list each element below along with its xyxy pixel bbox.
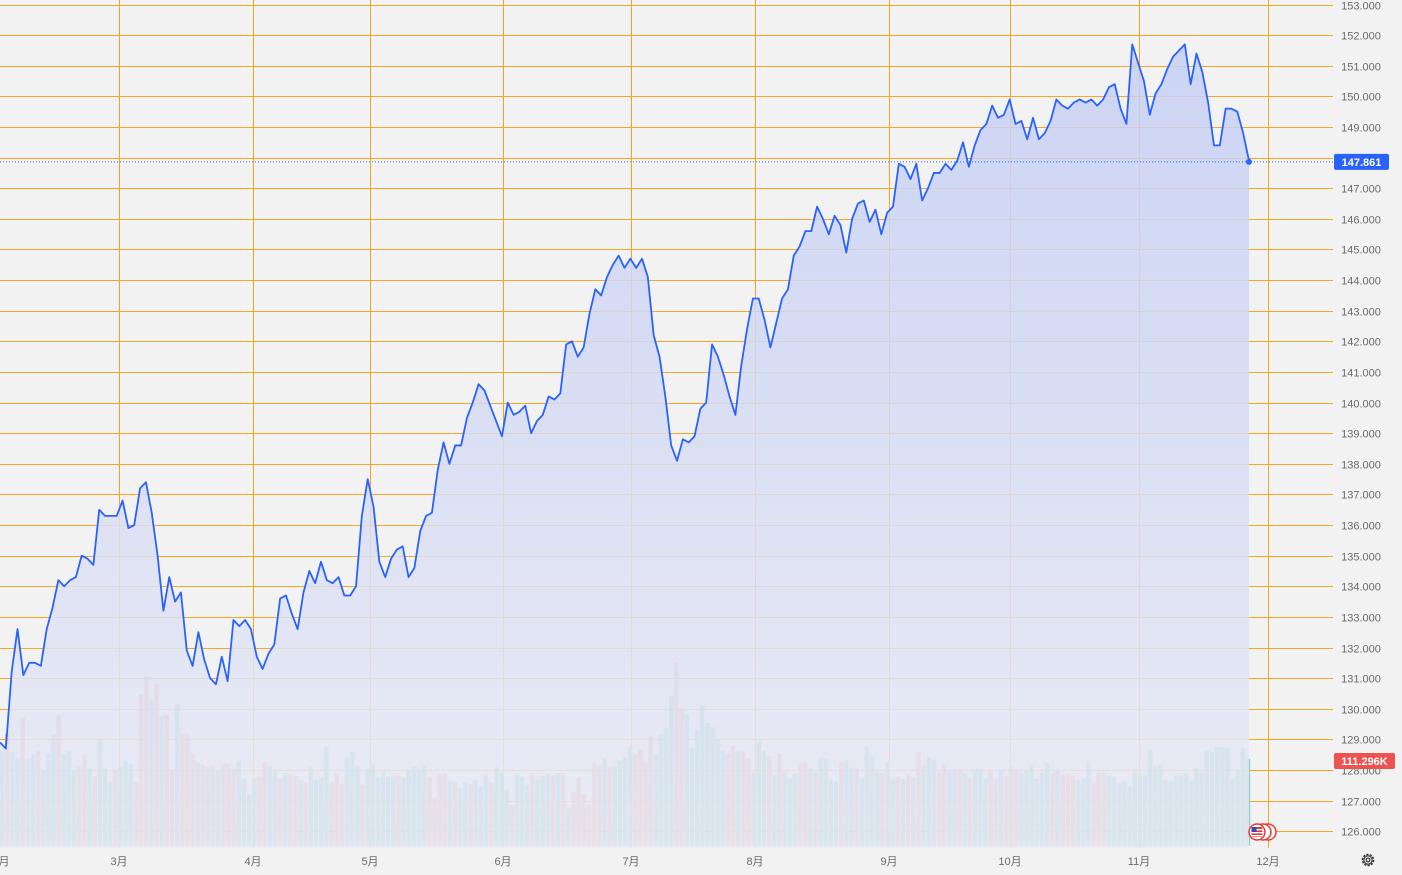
last-price-value: 147.861 — [1342, 157, 1382, 169]
last-volume-badge: 111.296K — [1334, 753, 1395, 769]
price-tick-label: 132.000 — [1341, 644, 1381, 656]
price-tick-label: 150.000 — [1341, 92, 1381, 104]
time-tick-label: 5月 — [361, 856, 378, 868]
time-tick-label: 9月 — [880, 856, 897, 868]
time-tick-label: 3月 — [110, 856, 127, 868]
last-volume-badge-bg — [1334, 753, 1395, 769]
price-tick-label: 138.000 — [1341, 460, 1381, 472]
price-tick-label: 147.000 — [1341, 184, 1381, 196]
time-tick-label: 12月 — [1256, 856, 1279, 868]
time-tick-label: 6月 — [494, 856, 511, 868]
price-tick-label: 149.000 — [1341, 123, 1381, 135]
time-axis[interactable]: 月 3月 4月 5月 6月 7月 8月 9月 10月 11月 12月 — [0, 856, 1280, 868]
last-price-point — [1246, 158, 1252, 165]
time-tick-label: 11月 — [1128, 856, 1150, 868]
price-tick-label: 141.000 — [1341, 368, 1381, 380]
price-tick-label: 130.000 — [1341, 705, 1381, 717]
price-tick-label: 140.000 — [1341, 399, 1381, 411]
price-tick-label: 152.000 — [1341, 31, 1381, 43]
price-tick-label: 133.000 — [1341, 613, 1381, 625]
gear-icon[interactable] — [1356, 848, 1380, 872]
price-tick-label: 131.000 — [1341, 674, 1381, 686]
price-tick-label: 129.000 — [1341, 735, 1381, 747]
last-volume-value: 111.296K — [1341, 756, 1388, 768]
price-tick-label: 134.000 — [1341, 582, 1381, 594]
time-tick-label: 4月 — [244, 856, 261, 868]
last-price-badge-bg — [1334, 153, 1389, 170]
price-tick-label: 153.000 — [1341, 1, 1381, 13]
flag-stripe — [1251, 829, 1263, 831]
flag-stripe — [1251, 835, 1263, 837]
price-tick-label: 136.000 — [1341, 521, 1381, 533]
last-price-badge: 147.861 — [1334, 153, 1389, 170]
price-line — [0, 43, 1250, 750]
time-tick-label: 7月 — [622, 856, 639, 868]
price-tick-label: 144.000 — [1341, 276, 1381, 288]
time-tick-label: 10月 — [998, 856, 1021, 868]
price-tick-label: 146.000 — [1341, 215, 1381, 227]
price-tick-label: 127.000 — [1341, 797, 1381, 809]
price-tick-label: 126.000 — [1341, 827, 1381, 839]
flag-stripe — [1251, 832, 1263, 834]
time-tick-label: 8月 — [746, 856, 763, 868]
time-tick-label: 月 — [0, 856, 10, 868]
price-tick-label: 151.000 — [1341, 62, 1381, 74]
price-area-fill — [0, 44, 1249, 849]
price-axis[interactable]: 126.000127.000128.000129.000130.000131.0… — [1334, 1, 1395, 839]
price-tick-label: 137.000 — [1341, 490, 1381, 502]
price-tick-label: 142.000 — [1341, 337, 1381, 349]
price-tick-label: 145.000 — [1341, 245, 1381, 257]
price-tick-label: 143.000 — [1341, 307, 1381, 319]
flag-canton — [1251, 827, 1257, 832]
us-flag-icon[interactable] — [1248, 823, 1277, 841]
price-tick-label: 139.000 — [1341, 429, 1381, 441]
price-area — [0, 43, 1333, 849]
price-tick-label: 135.000 — [1341, 552, 1381, 564]
